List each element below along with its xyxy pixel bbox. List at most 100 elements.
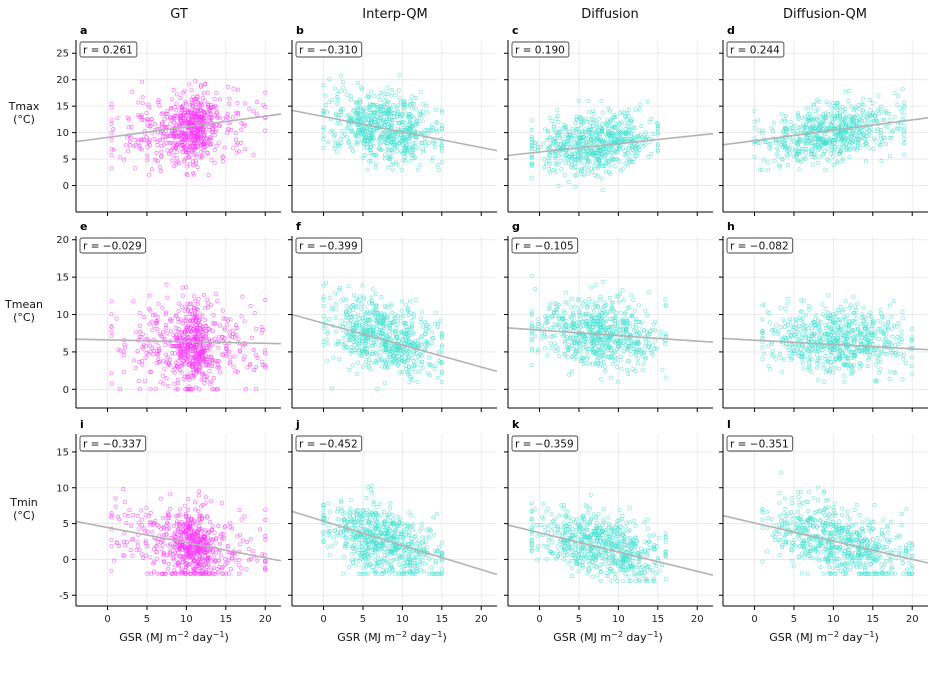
scatter-point (617, 111, 622, 116)
scatter-point (202, 98, 207, 103)
scatter-point (586, 171, 591, 176)
scatter-point (626, 371, 631, 376)
scatter-point (234, 137, 239, 142)
scatter-point (435, 163, 440, 168)
scatter-point (609, 145, 614, 150)
scatter-point (566, 134, 571, 139)
scatter-point (160, 138, 165, 143)
scatter-point (779, 111, 784, 116)
scatter-point (592, 309, 597, 314)
scatter-point (171, 133, 176, 138)
scatter-point (394, 144, 399, 149)
scatter-point (862, 351, 867, 356)
scatter-point (198, 154, 203, 159)
scatter-point (179, 133, 184, 138)
scatter-point (551, 127, 556, 132)
scatter-point (547, 159, 552, 164)
scatter-point (321, 111, 326, 116)
scatter-point (111, 127, 116, 132)
scatter-point (663, 297, 668, 302)
scatter-point (896, 94, 901, 99)
scatter-point (772, 159, 777, 164)
scatter-point (404, 113, 409, 118)
scatter-point (608, 375, 613, 380)
scatter-point (378, 104, 383, 109)
scatter-point (416, 338, 421, 343)
scatter-point (569, 369, 574, 374)
scatter-point (177, 160, 182, 165)
scatter-point (620, 288, 625, 293)
scatter-point (390, 133, 395, 138)
scatter-point (423, 128, 428, 133)
scatter-point (411, 101, 416, 106)
scatter-point (364, 109, 369, 114)
scatter-point (624, 316, 629, 321)
scatter-point (227, 330, 232, 335)
scatter-point (335, 101, 340, 106)
scatter-point (340, 134, 345, 139)
scatter-point (191, 97, 196, 102)
scatter-point (355, 130, 360, 135)
scatter-point (342, 89, 347, 94)
scatter-point (651, 343, 656, 348)
scatter-point (829, 111, 834, 116)
scatter-point (625, 124, 630, 129)
scatter-point (147, 172, 152, 177)
scatter-point (199, 103, 204, 108)
scatter-point (620, 344, 625, 349)
scatter-point (435, 129, 440, 134)
scatter-point (542, 157, 547, 162)
scatter-point (195, 118, 200, 123)
scatter-point (250, 335, 255, 340)
scatter-point (578, 123, 583, 128)
scatter-point (331, 355, 336, 360)
scatter-point (590, 169, 595, 174)
scatter-point (199, 116, 204, 121)
scatter-point (195, 301, 200, 306)
scatter-point (817, 154, 822, 159)
scatter-point (235, 140, 240, 145)
scatter-point (181, 131, 186, 136)
scatter-point (357, 97, 362, 102)
panel-f: fr = −0.399 (288, 220, 498, 412)
scatter-point (847, 155, 852, 160)
scatter-point (635, 361, 640, 366)
scatter-point (370, 111, 375, 116)
scatter-point (208, 142, 213, 147)
scatter-point (399, 167, 404, 172)
scatter-point (378, 353, 383, 358)
scatter-point (631, 156, 636, 161)
scatter-points (529, 98, 660, 192)
scatter-point (140, 79, 145, 84)
scatter-point (408, 114, 413, 119)
scatter-point (415, 146, 420, 151)
row-labels: Tmax (°C) Tmean (°C) Tmin (°C) (4, 100, 43, 522)
scatter-point (109, 166, 114, 171)
scatter-point (221, 116, 226, 121)
scatter-point (208, 105, 213, 110)
scatter-point (622, 121, 627, 126)
scatter-point (564, 290, 569, 295)
scatter-point (367, 105, 372, 110)
scatter-point (756, 118, 761, 123)
scatter-point (155, 139, 160, 144)
scatter-point (206, 90, 211, 95)
scatter-point (388, 111, 393, 116)
scatter-point (184, 164, 189, 169)
scatter-point (596, 116, 601, 121)
scatter-point (389, 147, 394, 152)
scatter-point (641, 328, 646, 333)
scatter-point (399, 308, 404, 313)
scatter-point (207, 116, 212, 121)
scatter-point (214, 126, 219, 131)
scatter-point (587, 296, 592, 301)
scatter-point (631, 298, 636, 303)
scatter-point (898, 126, 903, 131)
scatter-point (430, 158, 435, 163)
scatter-points (529, 273, 668, 384)
scatter-point (263, 105, 268, 110)
scatter-point (184, 147, 189, 152)
scatter-point (341, 335, 346, 340)
scatter-point (628, 134, 633, 139)
scatter-point (602, 360, 607, 365)
